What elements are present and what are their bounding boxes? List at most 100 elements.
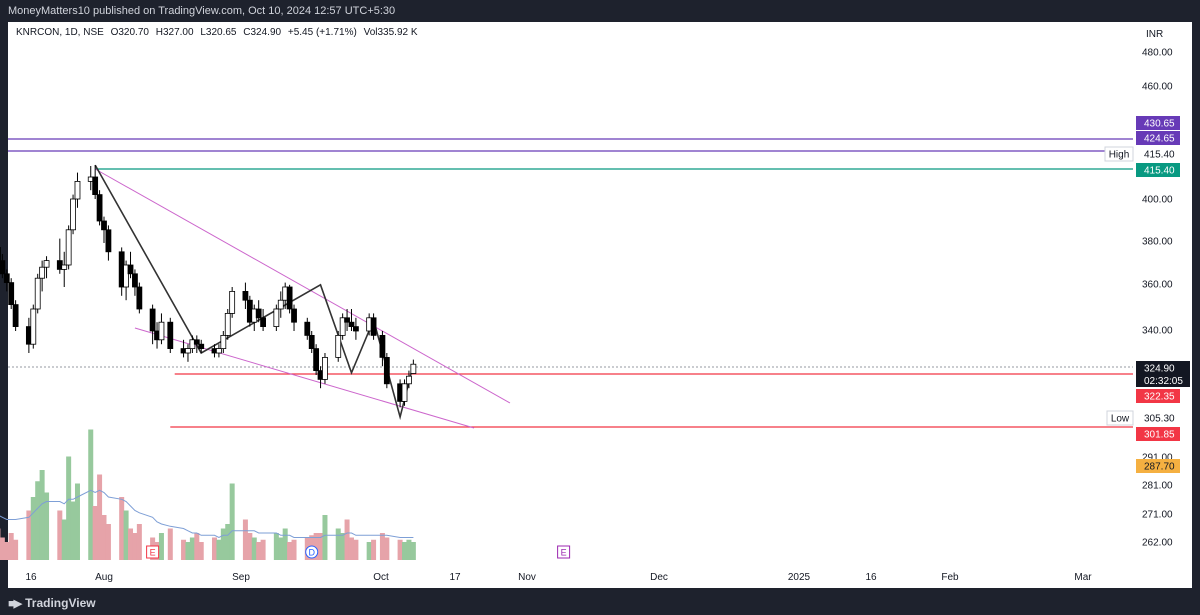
volume-bar: [128, 528, 134, 560]
volume-bar: [402, 542, 408, 560]
candle-body: [193, 339, 200, 345]
tradingview-logo-icon: ■▶: [8, 597, 22, 610]
volume-bar: [136, 524, 142, 560]
wedge-trendline-upper: [94, 168, 511, 404]
volume-bar: [366, 542, 372, 560]
volume-bar: [158, 533, 164, 560]
candle-body: [105, 229, 112, 253]
volume-bar: [225, 524, 231, 560]
last-price-box: [1136, 361, 1190, 387]
time-tick-label: Sep: [232, 572, 250, 583]
low-tag-box: [1106, 410, 1134, 426]
levels-layer: [8, 138, 1133, 428]
currency-label: INR: [1146, 29, 1163, 40]
candle-body: [96, 194, 103, 222]
price-axis[interactable]: INR 480.00 460.00 400.00 380.00 360.00 340.00 2…: [1104, 22, 1192, 588]
candle-body: [313, 348, 320, 372]
candle-body: [158, 321, 165, 341]
candle-body: [3, 273, 10, 283]
candle-body: [92, 176, 99, 196]
volume-bar: [181, 539, 187, 560]
event-marker-label: E: [150, 548, 156, 558]
candle-body: [406, 375, 412, 385]
high-tag-label: High: [1109, 150, 1130, 161]
time-tick-label: Feb: [941, 572, 959, 583]
candle-body: [255, 308, 262, 319]
time-axis[interactable]: 16 Aug Sep Oct 17 Nov Dec 2025 16 Feb Mar: [8, 566, 1192, 588]
candle-body: [220, 334, 227, 349]
last-price-label: 324.90: [1144, 364, 1175, 375]
chart-area[interactable]: [8, 22, 1192, 588]
low-price-label: 305.30: [1144, 414, 1175, 425]
legend-open: O320.70: [110, 27, 149, 38]
volume-bar: [273, 533, 279, 560]
candle-body: [70, 198, 76, 231]
candle-body: [286, 286, 293, 310]
legend-low: L320.65: [200, 27, 237, 38]
volume-bar: [194, 533, 200, 560]
volume-bar: [30, 497, 36, 560]
volume-bar: [44, 492, 50, 560]
volume-bar: [256, 542, 262, 560]
candle-body: [379, 334, 386, 358]
candle-body: [335, 334, 342, 358]
volume-bar: [313, 533, 319, 560]
price-tick-label: 460.00: [1142, 82, 1173, 93]
candle-body: [127, 264, 134, 275]
candle-body: [136, 286, 143, 310]
candle-body: [0, 260, 6, 275]
candle-body: [304, 321, 311, 336]
publisher-text: MoneyMatters10 published on TradingView.…: [8, 5, 396, 17]
legend-change: +5.45 (+1.71%): [287, 27, 357, 38]
volume-bar: [189, 537, 195, 560]
candle-body: [291, 308, 297, 323]
candle-body: [322, 356, 328, 380]
volume-bar: [242, 519, 248, 560]
volume-bar: [74, 483, 80, 560]
volume-bar: [66, 456, 72, 560]
volume-bar: [13, 539, 19, 560]
volume-bar: [105, 524, 111, 560]
high-price-box: [1136, 147, 1180, 161]
level-price-label: 287.70: [1144, 462, 1175, 473]
time-tick-label: Dec: [650, 572, 668, 583]
low-price-box: [1136, 411, 1180, 425]
level-price-box: [1136, 459, 1180, 473]
candle-body: [61, 264, 68, 270]
volume-bar: [371, 539, 377, 560]
time-tick-label: 17: [449, 572, 461, 583]
volume-bar: [132, 533, 138, 560]
volume-bar: [61, 519, 67, 560]
volume-bar: [26, 510, 32, 560]
price-tick-label: 281.00: [1142, 481, 1173, 492]
earnings-marker: [557, 545, 571, 559]
volume-bar: [167, 528, 173, 560]
legend-symbol: KNRCON, 1D, NSE: [16, 27, 104, 38]
countdown-label: 02:32:05: [1144, 376, 1183, 387]
volume-bar: [119, 497, 125, 560]
candle-body: [348, 321, 355, 328]
volume-layer: [0, 429, 416, 560]
dividend-marker: [305, 545, 319, 559]
tradingview-logo[interactable]: ■▶ TradingView: [8, 596, 96, 610]
price-tick-label: 360.00: [1142, 280, 1173, 291]
candle-body: [8, 282, 15, 306]
level-price-label: 415.40: [1144, 166, 1175, 177]
legend-high: H327.00: [155, 27, 194, 38]
volume-bar: [335, 528, 341, 560]
candle-body: [344, 317, 350, 323]
candle-body: [339, 317, 346, 336]
zigzag-pattern-line: [94, 164, 415, 421]
volume-ma-line: [0, 489, 414, 539]
volume-bar: [291, 539, 297, 560]
volume-bar: [348, 537, 354, 560]
low-tag-label: Low: [1111, 414, 1130, 425]
candle-body: [185, 348, 191, 354]
time-tick-label: Aug: [95, 572, 113, 583]
volume-bar: [220, 528, 226, 560]
candle-body: [216, 348, 222, 354]
price-tick-label: 480.00: [1142, 48, 1173, 59]
volume-bar: [353, 539, 359, 560]
level-price-label: 322.35: [1144, 392, 1175, 403]
